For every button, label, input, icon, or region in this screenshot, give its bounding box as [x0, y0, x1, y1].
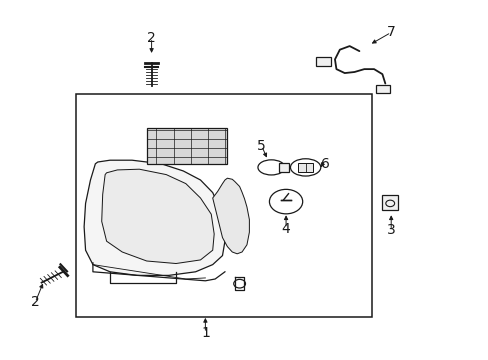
Text: 2: 2	[31, 296, 40, 309]
Bar	[316, 57, 330, 66]
Text: 6: 6	[320, 157, 329, 171]
Text: 3: 3	[386, 224, 395, 237]
Text: 1: 1	[201, 326, 209, 340]
Bar	[297, 163, 313, 172]
Text: 7: 7	[386, 26, 395, 39]
Text: 5: 5	[257, 139, 265, 153]
Polygon shape	[146, 128, 227, 164]
Polygon shape	[102, 169, 214, 264]
Bar	[76, 94, 371, 317]
Polygon shape	[212, 178, 249, 254]
Text: 2: 2	[147, 31, 156, 45]
Polygon shape	[84, 160, 224, 275]
Bar	[278, 163, 289, 172]
Text: 4: 4	[281, 222, 290, 235]
Bar	[375, 85, 389, 93]
Bar	[382, 195, 397, 210]
